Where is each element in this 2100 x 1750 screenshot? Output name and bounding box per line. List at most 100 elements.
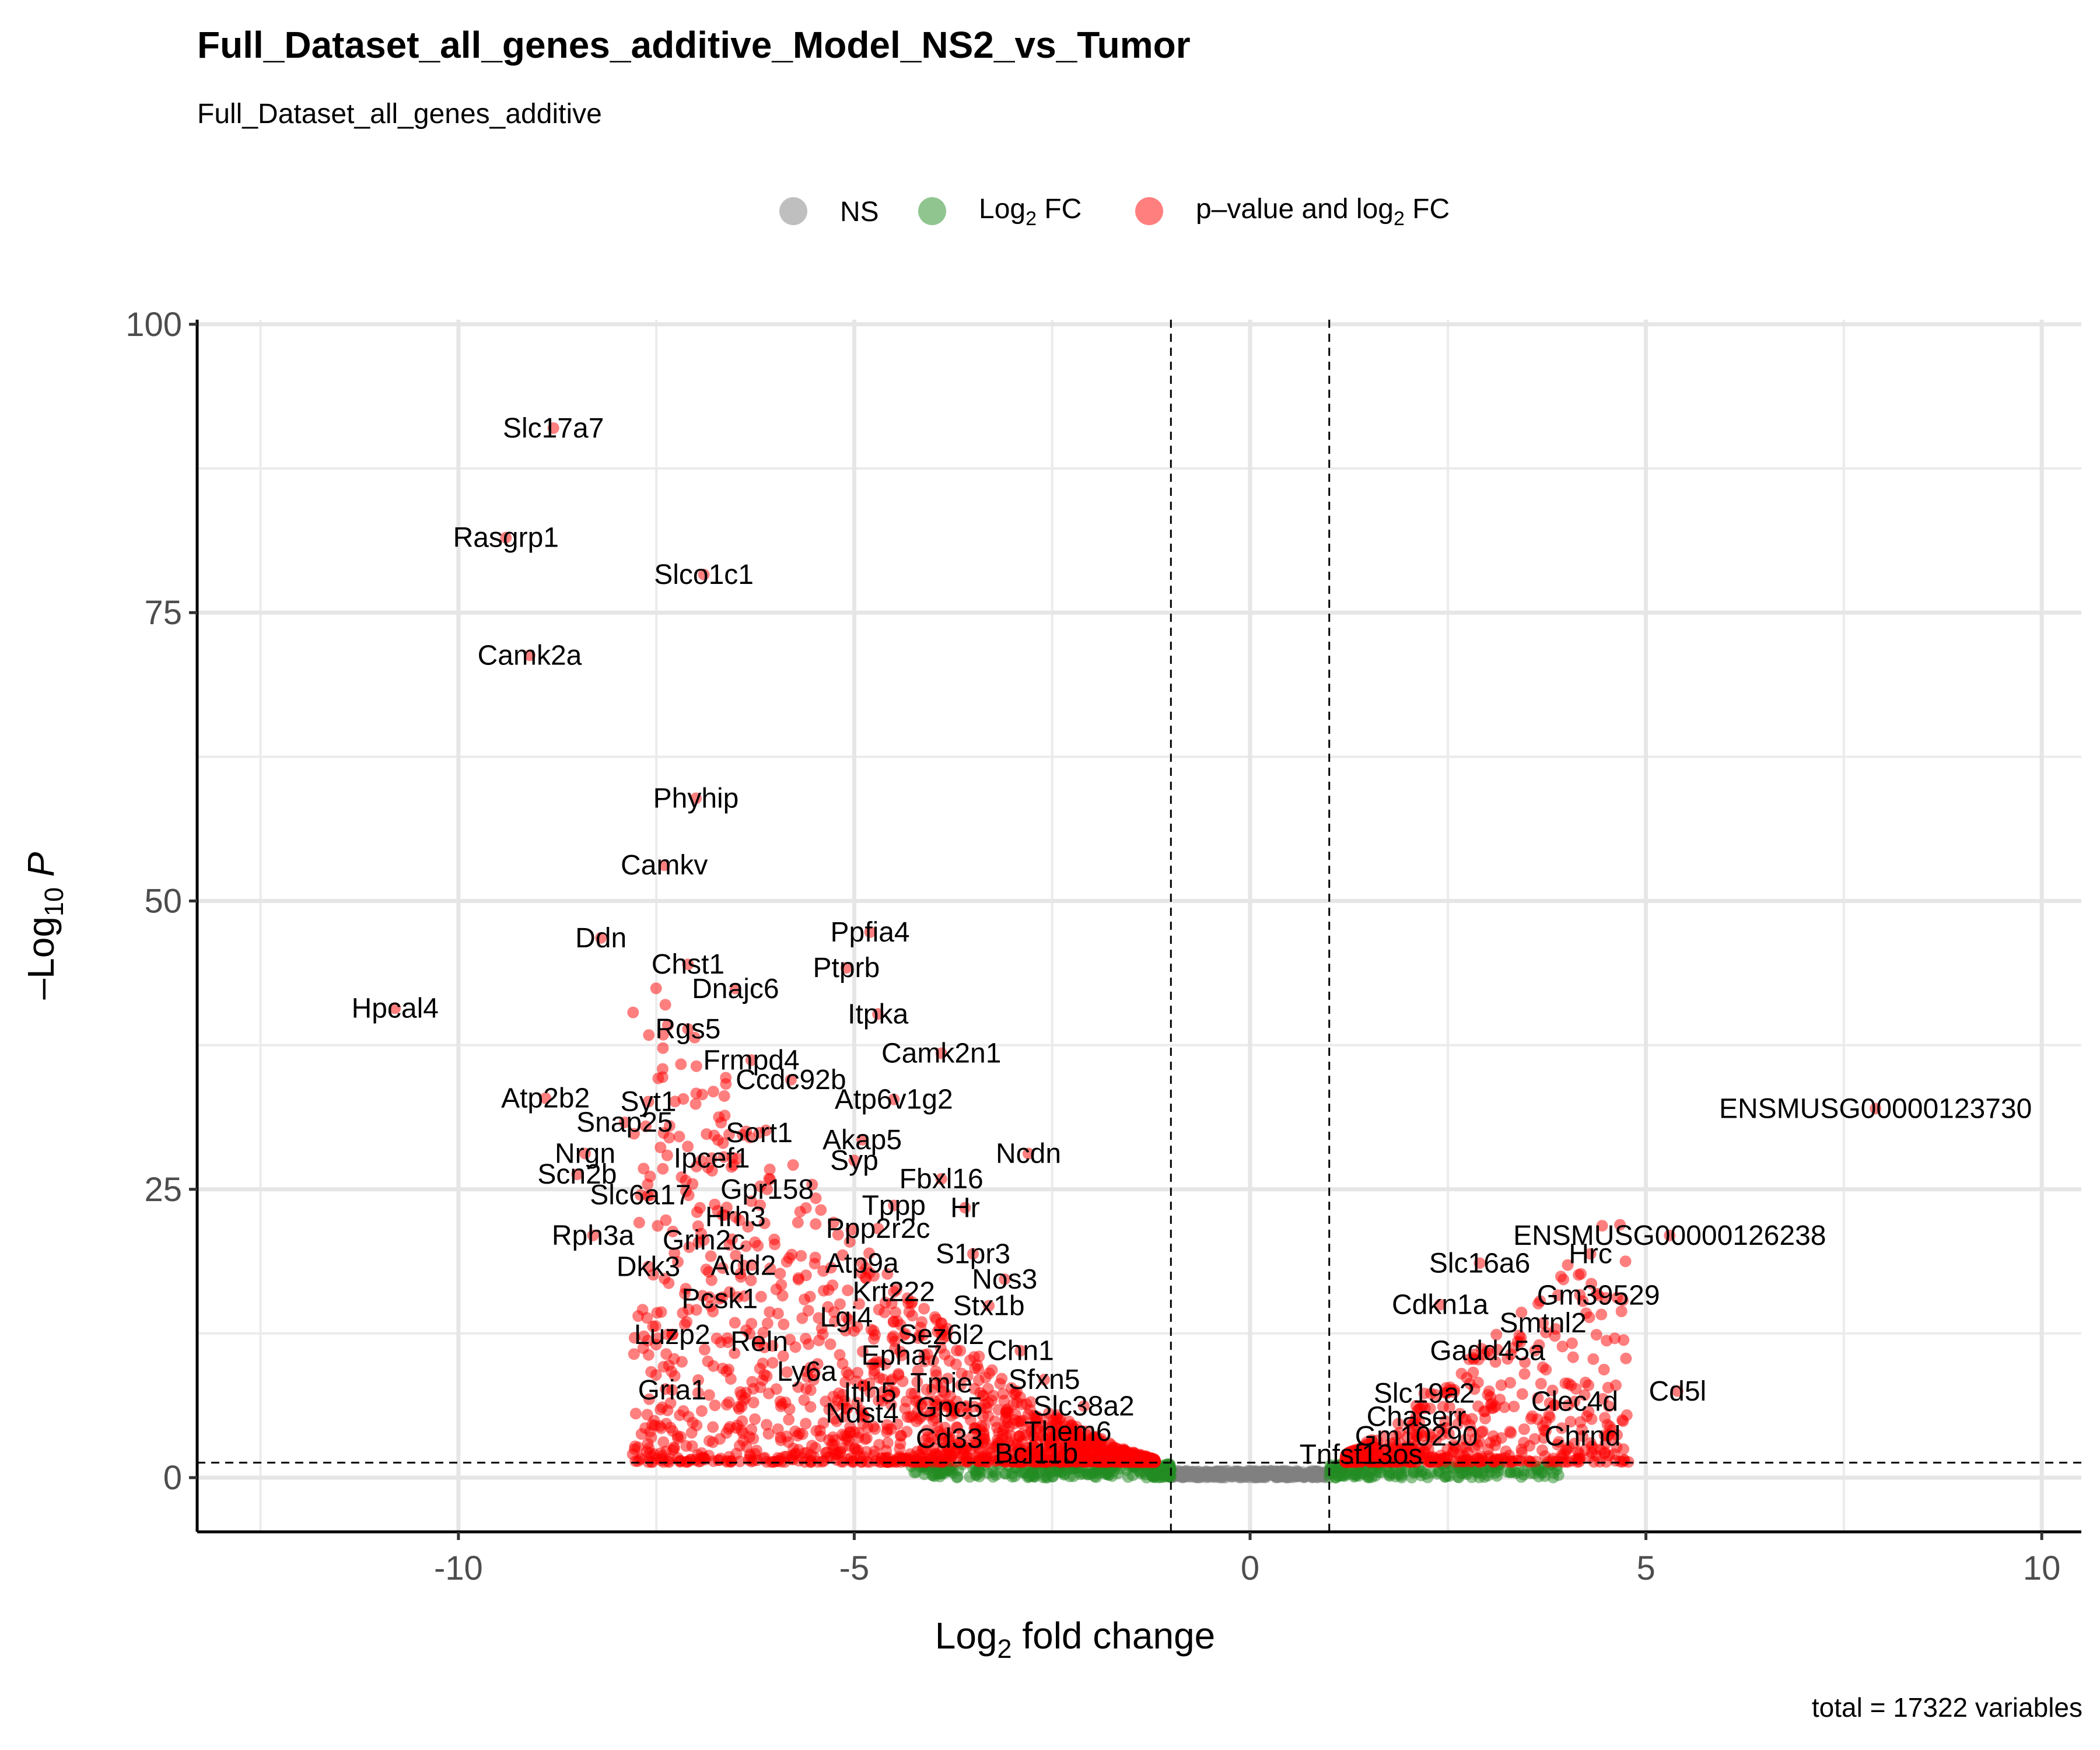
point-label: Cd5l xyxy=(1648,1376,1706,1407)
x-tick-label: 5 xyxy=(1636,1549,1655,1587)
data-point xyxy=(1410,1430,1422,1442)
point-label: Slc19a2 xyxy=(1374,1378,1475,1409)
data-point xyxy=(1418,1387,1430,1399)
data-point xyxy=(895,1349,908,1362)
point-label: Hr xyxy=(950,1192,980,1223)
data-point xyxy=(888,1286,900,1298)
y-tick-label: 25 xyxy=(144,1171,182,1209)
chart-title: Full_Dataset_all_genes_additive_Model_NS… xyxy=(197,24,1191,66)
legend-label-fc: Log2 FC xyxy=(979,194,1082,230)
data-point xyxy=(500,531,512,544)
data-point xyxy=(753,1335,765,1348)
data-point xyxy=(540,1092,552,1104)
point-label: Hrh3 xyxy=(705,1202,766,1233)
point-label: Tmie xyxy=(910,1368,972,1399)
data-point xyxy=(935,1172,947,1185)
point-label: Chrnd xyxy=(1545,1421,1621,1452)
data-point xyxy=(642,1096,654,1108)
point-label: Frmpd4 xyxy=(703,1045,799,1076)
data-point xyxy=(729,982,741,995)
point-label: Sez6l2 xyxy=(898,1320,984,1350)
point-label: Atp6v1g2 xyxy=(835,1084,953,1115)
data-point xyxy=(698,1234,710,1246)
data-point xyxy=(746,1054,757,1066)
data-point xyxy=(935,1377,947,1389)
point-label: Nos3 xyxy=(972,1264,1037,1295)
data-point xyxy=(618,1116,631,1129)
data-point xyxy=(1078,1400,1090,1412)
data-point xyxy=(840,1311,852,1324)
y-tick-label: 75 xyxy=(144,594,182,632)
data-point xyxy=(682,1023,694,1035)
grid xyxy=(197,320,2081,1532)
data-point xyxy=(943,1401,956,1413)
point-label: Grin2c xyxy=(663,1225,745,1256)
data-point xyxy=(587,1229,599,1241)
background-points xyxy=(626,982,1634,1484)
point-label: Syp xyxy=(830,1145,878,1176)
legend-key-both xyxy=(1135,197,1163,225)
point-label: Lgi4 xyxy=(820,1302,873,1333)
point-label: Pcsk1 xyxy=(681,1284,758,1315)
data-point xyxy=(1577,1430,1588,1442)
data-point xyxy=(1023,1147,1034,1160)
data-point xyxy=(753,1126,765,1139)
data-point xyxy=(642,1261,654,1273)
data-point xyxy=(524,649,536,662)
point-label: Ccdc92b xyxy=(736,1065,846,1096)
data-point xyxy=(666,1328,678,1340)
point-label: Them6 xyxy=(1024,1416,1111,1447)
point-label: Luzp2 xyxy=(634,1320,710,1350)
data-point xyxy=(658,859,670,872)
point-label: Camk2n1 xyxy=(881,1038,1001,1069)
data-point xyxy=(547,422,559,434)
point-label: Syt1 xyxy=(621,1087,677,1118)
y-tick-label: 100 xyxy=(125,306,182,344)
point-label: Ncdn xyxy=(996,1138,1061,1169)
data-point xyxy=(737,1259,750,1272)
data-point xyxy=(999,1273,1011,1286)
data-point xyxy=(698,568,710,580)
data-point xyxy=(785,1073,797,1086)
point-label: Phyhip xyxy=(653,783,739,814)
data-point xyxy=(1062,1425,1074,1437)
data-point xyxy=(690,792,702,804)
point-labels: Slc17a7 Rasgrp1 Slco1c1 Camk2a Phyhip Camkv Dd… xyxy=(352,413,2032,1471)
data-point xyxy=(1569,1395,1581,1408)
point-label: Atp2b2 xyxy=(501,1083,590,1114)
point-label: Chaserr xyxy=(1367,1401,1466,1432)
data-point xyxy=(1870,1102,1882,1115)
data-point xyxy=(1355,1448,1367,1461)
point-label: Fbxl16 xyxy=(900,1164,984,1195)
x-axis-title: Log2 fold change xyxy=(935,1615,1216,1664)
point-label: Hrc xyxy=(1569,1239,1612,1270)
data-point xyxy=(943,1432,956,1444)
point-label: Atp9a xyxy=(825,1248,899,1279)
data-point xyxy=(595,932,607,944)
point-label: ENSMUSG00000123730 xyxy=(1719,1093,2032,1124)
point-label: Stx1b xyxy=(953,1290,1025,1321)
data-point xyxy=(935,1328,947,1340)
point-label: Cdkn1a xyxy=(1392,1289,1489,1320)
data-point xyxy=(389,1002,401,1014)
data-point xyxy=(1671,1385,1684,1397)
point-label: Gria1 xyxy=(638,1375,706,1406)
point-label: Gm39529 xyxy=(1537,1280,1660,1311)
point-label: Sfxn5 xyxy=(1009,1364,1080,1395)
point-label: Krt222 xyxy=(853,1277,935,1308)
data-point xyxy=(682,958,694,971)
point-label: Hpcal4 xyxy=(352,993,439,1024)
point-label: Clec4d xyxy=(1531,1387,1618,1418)
x-tick-label: 0 xyxy=(1241,1549,1259,1587)
point-label: Camk2a xyxy=(478,640,582,671)
point-label: Camkv xyxy=(621,850,708,881)
point-label: Dkk3 xyxy=(617,1251,680,1282)
data-point xyxy=(1664,1229,1676,1241)
data-point xyxy=(856,1133,868,1146)
legend: NS Log2 FC p–value and log2 FC xyxy=(779,194,1450,230)
point-label: Add2 xyxy=(710,1250,776,1281)
data-point xyxy=(848,1154,860,1167)
data-point xyxy=(935,1047,947,1059)
